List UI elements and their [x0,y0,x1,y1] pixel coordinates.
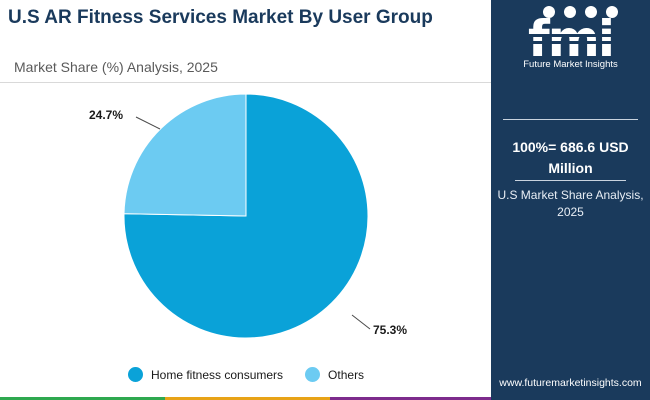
website-link[interactable]: www.futuremarketinsights.com [499,377,642,389]
legend-item-others: Others [305,367,364,382]
leader-line-others [135,116,161,130]
bottom-color-bar [0,397,491,400]
legend-label-others: Others [328,367,365,382]
chart-title: U.S AR Fitness Services Market By User G… [8,7,433,28]
panel-divider-top [503,119,638,120]
fmi-logo: fmi [515,6,625,68]
market-total: 100%= 686.6 USD Million [512,139,629,176]
data-label-others: 24.7% [89,108,123,122]
leader-line-home-fitness [351,314,371,330]
brand-name: Future Market Insights [523,59,618,70]
chart-legend: Home fitness consumers Others [128,367,386,382]
panel-divider-mid [515,180,626,181]
logo-people-icon [564,6,576,18]
data-label-home-fitness: 75.3% [373,323,407,337]
logo-chart-icon [585,6,597,18]
pie-slice-others [123,93,247,217]
logo-wordmark: fmi [528,10,613,68]
legend-item-home-fitness: Home fitness consumers [128,367,283,382]
market-share-label: U.S Market Share Analysis, 2025 [497,188,644,219]
title-divider [0,82,491,83]
pie-chart: 75.3% 24.7% [89,93,407,339]
logo-bulb-icon [606,6,618,18]
summary-panel: fmi Future Market Insights 100%= 686.6 U… [491,0,650,400]
chart-subtitle: Market Share (%) Analysis, 2025 [14,59,218,75]
legend-label-home-fitness: Home fitness consumers [151,367,284,382]
logo-globe-icon [543,6,555,18]
legend-swatch-others [305,367,321,382]
legend-swatch-home-fitness [128,367,143,382]
